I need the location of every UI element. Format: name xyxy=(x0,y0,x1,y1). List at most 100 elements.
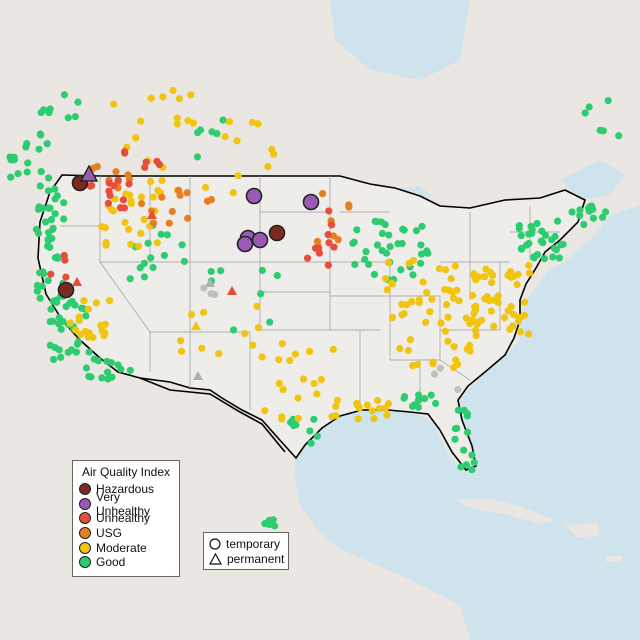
station-marker xyxy=(102,241,110,249)
station-marker xyxy=(35,145,43,153)
station-marker xyxy=(105,187,113,195)
cuba xyxy=(455,498,555,524)
station-marker xyxy=(455,297,463,305)
station-marker xyxy=(153,239,161,247)
station-marker xyxy=(354,415,362,423)
station-marker xyxy=(487,307,495,315)
station-marker xyxy=(517,244,526,252)
station-marker xyxy=(90,355,98,363)
station-marker xyxy=(457,463,465,471)
station-marker xyxy=(586,203,594,211)
station-marker xyxy=(158,176,166,184)
station-marker xyxy=(248,118,257,127)
station-marker xyxy=(157,230,165,238)
legend-item-permanent: permanent xyxy=(209,551,284,566)
legend-item-moderate: Moderate xyxy=(79,540,173,555)
station-marker xyxy=(386,243,394,251)
station-marker xyxy=(423,288,431,297)
station-marker xyxy=(176,337,185,345)
station-marker xyxy=(349,239,357,247)
permanent-monitor-marker xyxy=(191,321,201,330)
station-marker xyxy=(416,259,425,267)
station-marker xyxy=(615,132,623,140)
station-marker xyxy=(125,191,134,199)
station-marker xyxy=(482,265,490,273)
station-marker xyxy=(430,370,439,378)
permanent-monitor-marker xyxy=(79,164,99,182)
station-marker xyxy=(306,427,314,435)
station-marker xyxy=(383,411,391,419)
station-marker xyxy=(517,232,525,240)
station-marker xyxy=(104,375,112,383)
station-marker xyxy=(278,415,286,423)
station-marker xyxy=(286,356,294,365)
station-marker xyxy=(168,207,176,216)
station-marker xyxy=(144,239,152,247)
station-marker xyxy=(332,402,340,410)
station-marker xyxy=(373,396,382,405)
station-marker xyxy=(551,232,559,241)
station-marker xyxy=(98,374,106,382)
station-marker xyxy=(169,86,177,95)
station-marker xyxy=(279,385,287,394)
station-marker xyxy=(470,458,478,467)
station-marker xyxy=(451,424,459,433)
station-marker xyxy=(368,407,376,415)
temporary-monitor-marker xyxy=(302,193,320,211)
station-marker xyxy=(325,239,333,247)
station-marker xyxy=(71,326,80,334)
aqi-legend: Air Quality Index Hazardous Very Unhealt… xyxy=(72,460,180,577)
circle-icon xyxy=(209,537,221,550)
station-marker xyxy=(472,326,480,335)
station-marker xyxy=(527,222,535,230)
station-marker xyxy=(576,211,584,220)
very-unhealthy-swatch xyxy=(79,497,91,510)
station-marker xyxy=(116,204,125,212)
station-marker xyxy=(384,399,393,408)
station-marker xyxy=(553,217,562,225)
temporary-monitor-marker xyxy=(251,231,269,249)
station-marker xyxy=(127,197,135,205)
station-marker xyxy=(406,336,414,344)
station-marker xyxy=(215,350,223,358)
permanent-monitor-marker xyxy=(147,210,157,219)
station-marker xyxy=(468,291,477,300)
station-marker xyxy=(32,225,41,234)
station-marker xyxy=(254,324,263,332)
station-marker xyxy=(67,346,76,354)
station-marker xyxy=(449,294,458,302)
permanent-monitor-marker xyxy=(205,278,215,287)
station-marker xyxy=(55,314,63,322)
station-marker xyxy=(82,312,90,320)
station-marker xyxy=(114,361,122,369)
station-marker xyxy=(270,522,279,530)
station-marker xyxy=(39,204,47,213)
station-marker xyxy=(261,407,269,415)
permanent-monitor-marker xyxy=(227,286,237,295)
station-marker xyxy=(419,278,427,286)
station-marker xyxy=(311,244,320,252)
station-marker xyxy=(125,180,133,188)
station-marker xyxy=(345,201,353,209)
station-marker xyxy=(75,316,83,324)
station-marker xyxy=(160,251,168,260)
station-marker xyxy=(253,302,261,310)
station-marker xyxy=(187,310,196,319)
station-marker xyxy=(520,298,529,306)
legend-title: Air Quality Index xyxy=(81,465,171,479)
us-contiguous xyxy=(37,174,586,471)
station-marker xyxy=(427,391,435,399)
station-marker xyxy=(509,310,518,318)
station-marker xyxy=(140,259,149,267)
station-marker xyxy=(36,294,44,302)
station-marker xyxy=(180,257,188,266)
station-marker xyxy=(229,326,238,334)
station-marker xyxy=(361,255,369,264)
station-marker xyxy=(426,308,434,316)
station-marker xyxy=(45,174,53,182)
station-marker xyxy=(177,347,186,355)
station-marker xyxy=(229,189,237,197)
station-marker xyxy=(103,368,112,376)
station-marker xyxy=(124,225,133,233)
station-marker xyxy=(233,137,241,145)
